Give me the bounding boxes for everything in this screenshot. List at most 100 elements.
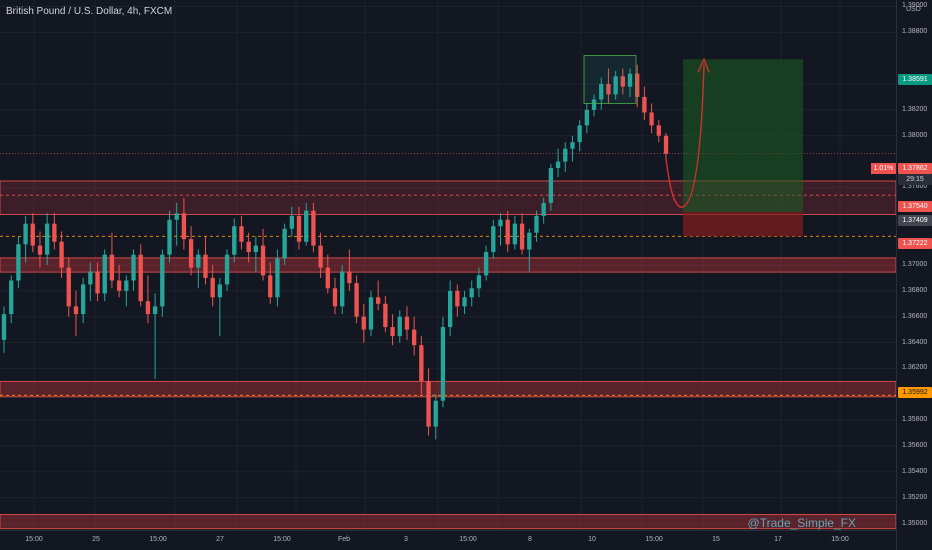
price-tick-label: 1.37600: [902, 183, 928, 191]
price-tick-label: 1.37000: [902, 261, 928, 268]
price-chart[interactable]: [0, 0, 896, 530]
candle-body: [483, 252, 489, 276]
candle-body: [73, 306, 79, 315]
candle-body: [584, 109, 590, 126]
time-tick-label: 15:00: [273, 536, 291, 543]
candle-body: [224, 254, 230, 285]
candle-body: [16, 244, 21, 281]
candle-body: [217, 284, 223, 298]
price-tick-label: 1.35200: [902, 493, 928, 501]
price-tick-label: 1.35000: [902, 519, 928, 527]
candle-body: [52, 223, 57, 242]
candle-body: [649, 112, 654, 126]
time-tick-label: 25: [92, 536, 100, 543]
time-tick-label: 15:00: [25, 536, 43, 543]
candle-body: [440, 327, 446, 401]
support-price-badge: 1.35992: [898, 387, 932, 398]
candle-body: [174, 213, 179, 220]
price-axis[interactable]: USD 1.390001.388001.384001.382001.380001…: [896, 0, 932, 550]
candle-body: [519, 223, 525, 250]
time-tick-label: 15:00: [831, 536, 849, 543]
profit-target-box: [683, 59, 803, 213]
candle-body: [390, 327, 395, 337]
candle-body: [591, 99, 597, 110]
candle-body: [260, 245, 266, 276]
candle-body: [196, 254, 201, 268]
current-price-badge: 1.37862: [898, 163, 932, 174]
currency-label: USD: [906, 6, 921, 13]
candle-body: [433, 400, 438, 427]
candle-body: [188, 239, 194, 268]
target-price-badge: 1.38591: [898, 74, 932, 85]
candle-body: [23, 223, 28, 245]
chart-area[interactable]: British Pound / U.S. Dollar, 4h, FXCM @T…: [0, 0, 896, 530]
author-watermark: @Trade_Simple_FX: [747, 516, 856, 530]
candle-body: [397, 316, 402, 337]
candle-body: [37, 245, 43, 255]
projection-arrowhead: [697, 57, 710, 73]
symbol-title: British Pound / U.S. Dollar, 4h, FXCM: [6, 6, 173, 17]
candle-body: [109, 254, 115, 281]
price-tick-label: 1.35600: [902, 441, 928, 449]
time-tick-label: 27: [216, 536, 224, 543]
candle-body: [9, 280, 14, 315]
candle-body: [354, 283, 359, 317]
time-tick-label: 15:00: [149, 536, 167, 543]
candle-body: [411, 329, 417, 346]
resistance-zone-band: [0, 257, 896, 273]
price-tick-label: 1.36200: [902, 364, 928, 372]
candle-body: [613, 76, 618, 95]
candle-body: [145, 301, 151, 315]
time-tick-label: 15:00: [459, 536, 477, 543]
time-axis[interactable]: 15:00 25 15:00 27 15:00 Feb 3 15:00 8 10 15:00 15 17…: [0, 530, 896, 550]
candle-body: [268, 275, 273, 298]
time-tick-label: 17: [774, 536, 782, 543]
candle-body: [131, 254, 136, 281]
candle-body: [642, 96, 647, 113]
candle-body: [282, 228, 287, 259]
candle-body: [95, 271, 100, 294]
time-tick-label: 15:00: [645, 536, 663, 543]
candle-body: [627, 73, 633, 87]
price-tick-label: 1.38200: [902, 105, 928, 113]
candle-body: [620, 76, 625, 87]
stop-loss-box: [683, 212, 803, 237]
candle-body: [419, 345, 424, 382]
candle-body: [505, 219, 510, 245]
price-tick-label: 1.36400: [902, 338, 928, 346]
candle-body: [66, 267, 71, 307]
candle-body: [318, 245, 323, 268]
candle-body: [296, 215, 302, 242]
candle-body: [210, 277, 215, 298]
price-tick-label: 1.36600: [902, 312, 928, 320]
candle-body: [361, 316, 366, 330]
candle-body: [1, 314, 7, 340]
candle-body: [491, 226, 496, 253]
candle-body: [376, 297, 381, 304]
price-tick-label: 1.39000: [902, 2, 928, 10]
candle-body: [541, 202, 546, 216]
candle-body: [124, 280, 129, 291]
lower-zone-band: [0, 514, 896, 530]
candle-body: [138, 254, 143, 302]
candle-body: [347, 271, 352, 284]
time-tick-label: 3: [404, 536, 408, 543]
time-tick-label: Feb: [337, 536, 351, 543]
candle-body: [570, 142, 575, 149]
candle-body: [534, 215, 539, 233]
candle-body: [181, 213, 187, 240]
candle-body: [232, 226, 237, 255]
candle-body: [548, 168, 554, 203]
candle-body: [340, 271, 345, 307]
candle-body: [167, 219, 172, 255]
candle-body: [469, 288, 474, 298]
candle-body: [599, 84, 604, 100]
time-tick-label: 10: [588, 536, 596, 543]
candle-body: [88, 271, 93, 285]
candle-body: [45, 223, 50, 255]
candle-body: [246, 241, 251, 253]
candle-body: [512, 223, 518, 245]
candle-body: [563, 148, 568, 162]
time-tick-label: 15: [712, 536, 720, 543]
price-tick-label: 1.35800: [902, 416, 928, 424]
